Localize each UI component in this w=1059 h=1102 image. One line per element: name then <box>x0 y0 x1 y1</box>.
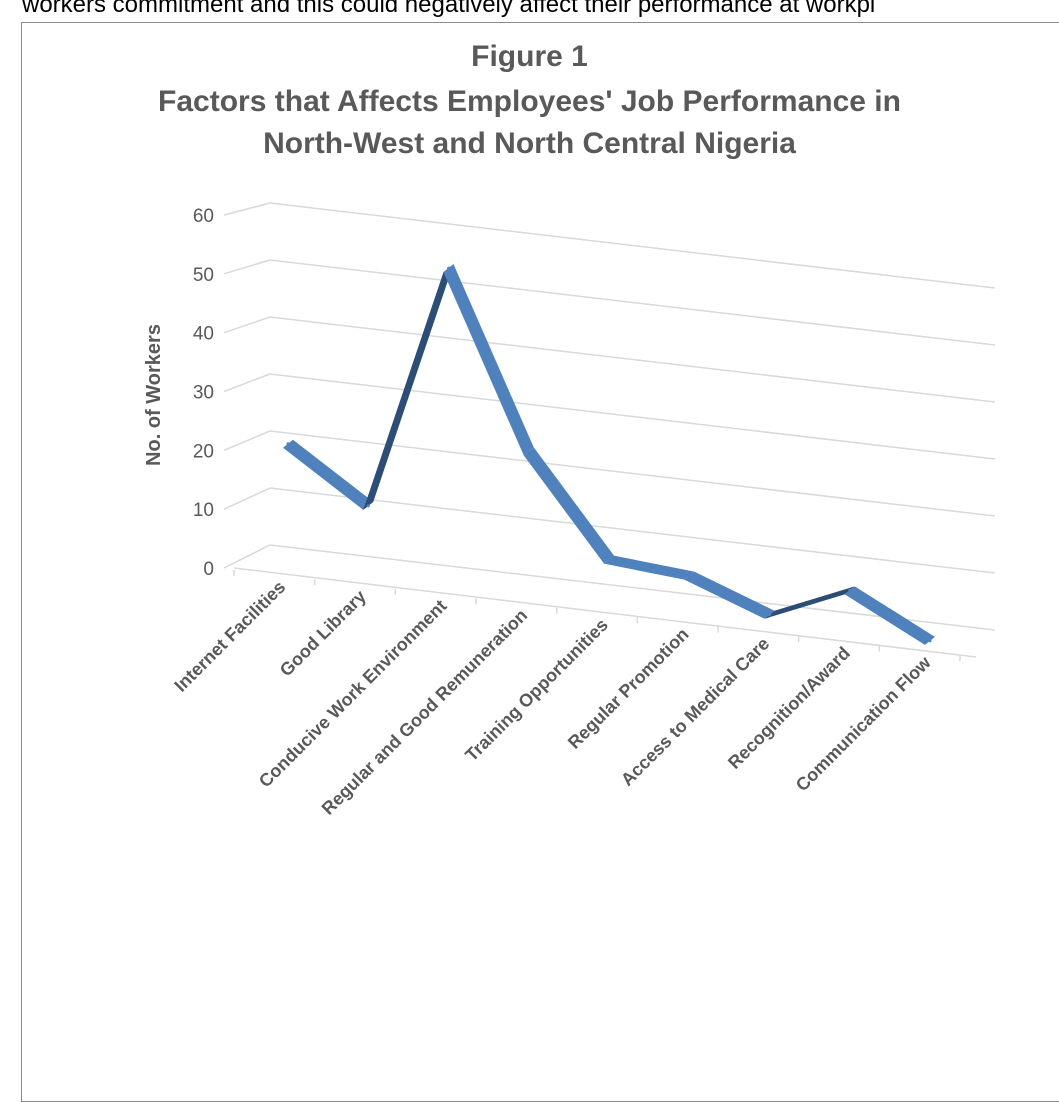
x-tick-label: Internet Facilities <box>170 577 289 696</box>
x-tick-label: Good Library <box>276 586 370 680</box>
gridlines <box>223 202 996 631</box>
gridline <box>269 202 996 289</box>
data-point <box>366 504 370 508</box>
series-ribbon <box>283 264 935 645</box>
gridline <box>269 373 996 460</box>
data-point <box>848 588 852 592</box>
y-tick-label: 50 <box>193 265 214 286</box>
chart-subtitle-line-2: North-West and North Central Nigeria <box>263 127 796 160</box>
gridline-side <box>223 259 271 275</box>
series-segment <box>443 264 534 456</box>
preceding-body-text: workers commitment and this could negati… <box>22 0 876 18</box>
chart-subtitle-line-1: Factors that Affects Employees' Job Perf… <box>158 85 901 118</box>
series-segment <box>844 586 935 645</box>
chart-floor <box>233 567 977 658</box>
y-tick-label: 10 <box>193 500 214 521</box>
data-point <box>527 449 531 453</box>
gridline-side <box>223 373 271 393</box>
series-segment <box>283 439 374 510</box>
series-segment <box>604 555 695 580</box>
gridline <box>269 259 996 346</box>
series-segment <box>764 586 855 619</box>
gridline-side <box>223 487 271 510</box>
data-point <box>768 613 771 617</box>
y-axis-label: No. of Workers <box>143 324 165 466</box>
y-tick-label: 60 <box>193 206 214 227</box>
gridline <box>269 487 996 574</box>
x-tick-label: Conducive Work Environment <box>255 596 451 792</box>
data-point <box>928 639 932 643</box>
gridline-side <box>223 544 271 569</box>
data-point <box>447 266 450 270</box>
y-tick-label: 0 <box>203 559 214 580</box>
gridline-side <box>223 202 271 216</box>
data-point <box>286 442 290 446</box>
x-tick-label: Access to Medical Care <box>617 633 773 789</box>
series-segment <box>684 571 775 619</box>
data-point <box>607 558 611 562</box>
floor-edge <box>233 567 977 658</box>
chart-title: Figure 1 <box>471 40 588 73</box>
y-tick-label: 40 <box>193 324 214 345</box>
gridline <box>269 316 996 403</box>
y-tick-label: 30 <box>193 383 214 404</box>
series-segment <box>363 264 454 510</box>
gridline-side <box>223 316 271 334</box>
gridline <box>269 544 996 631</box>
gridline-side <box>223 430 271 452</box>
data-point <box>687 574 691 578</box>
series-segment <box>523 447 614 564</box>
y-tick-label: 20 <box>193 441 214 462</box>
y-axis-ticks: 0 10 20 30 40 50 60 <box>193 206 214 580</box>
